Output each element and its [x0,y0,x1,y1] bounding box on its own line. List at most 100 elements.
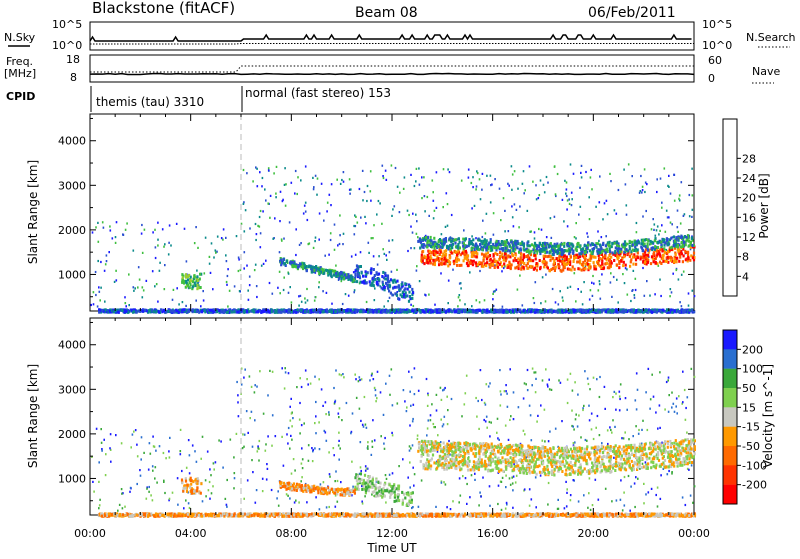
data-cell [690,254,692,257]
scatter-cell [642,186,644,188]
data-cell [660,243,662,246]
data-cell [568,258,570,261]
data-cell [570,256,572,259]
nsearch-tick-top: 10^5 [702,18,732,31]
scatter-cell [343,181,345,183]
nsearch-line [90,44,694,45]
data-cell [317,309,319,312]
scatter-cell [469,271,471,273]
data-cell [509,245,511,248]
data-cell [442,253,444,256]
data-cell [670,259,672,262]
scatter-cell [568,198,570,200]
scatter-cell [523,430,525,432]
scatter-cell [184,228,186,230]
scatter-cell [409,450,411,452]
data-cell [308,265,310,268]
scatter-cell [414,367,416,369]
scatter-cell [509,477,511,479]
data-cell [299,262,301,265]
scatter-cell [564,507,566,509]
scatter-cell [512,216,514,218]
data-cell [558,248,560,251]
data-cell [426,245,428,248]
scatter-cell [306,288,308,290]
data-cell [606,262,608,265]
data-cell [493,310,495,313]
scatter-cell [373,224,375,226]
data-cell [392,281,394,284]
scatter-cell [692,194,694,196]
data-cell [555,266,557,269]
scatter-cell [544,409,546,411]
scatter-cell [407,477,409,479]
data-cell [490,241,492,244]
data-cell [516,266,518,269]
scatter-cell [482,236,484,238]
scatter-cell [355,254,357,256]
scatter-cell [136,483,138,485]
scatter-cell [588,492,590,494]
scatter-cell [590,176,592,178]
scatter-cell [269,370,271,372]
data-cell [501,265,503,268]
data-cell [334,310,336,313]
scatter-cell [375,389,377,391]
power-ylabel: Slant Range [km] [26,160,40,264]
scatter-cell [605,235,607,237]
data-cell [526,242,528,245]
scatter-cell [378,255,380,257]
scatter-cell [465,392,467,394]
scatter-cell [412,467,414,469]
data-cell [472,238,474,241]
data-cell [336,310,338,313]
scatter-cell [283,465,285,467]
scatter-cell [643,502,645,504]
data-cell [434,263,436,266]
scatter-cell [155,246,157,248]
data-cell [508,261,510,264]
data-cell [539,250,541,253]
scatter-cell [479,301,481,303]
scatter-cell [352,412,354,414]
data-cell [616,255,618,258]
scatter-cell [402,458,404,460]
scatter-cell [649,295,651,297]
data-cell [685,236,687,239]
scatter-cell [687,396,689,398]
scatter-cell [428,419,430,421]
scatter-cell [264,188,266,190]
scatter-cell [570,499,572,501]
scatter-cell [168,242,170,244]
data-cell [365,273,367,276]
scatter-cell [493,234,495,236]
data-cell [635,263,637,266]
scatter-cell [602,218,604,220]
scatter-cell [338,416,340,418]
scatter-cell [588,196,590,198]
scatter-cell [660,178,662,180]
data-cell [560,248,562,251]
scatter-cell [447,302,449,304]
scatter-cell [330,239,332,241]
scatter-cell [337,244,339,246]
scatter-cell [535,184,537,186]
scatter-cell [671,223,673,225]
scatter-cell [642,189,644,191]
scatter-cell [321,183,323,185]
scatter-cell [656,178,658,180]
scatter-cell [173,289,175,291]
scatter-cell [333,447,335,449]
nave-line [90,66,694,72]
scatter-cell [385,170,387,172]
data-cell [651,247,653,250]
scatter-cell [385,501,387,503]
scatter-cell [238,415,240,417]
scatter-cell [541,229,543,231]
scatter-cell [305,302,307,304]
data-cell [412,310,414,313]
scatter-cell [547,182,549,184]
scatter-cell [502,477,504,479]
scatter-cell [415,180,417,182]
scatter-cell [211,242,213,244]
